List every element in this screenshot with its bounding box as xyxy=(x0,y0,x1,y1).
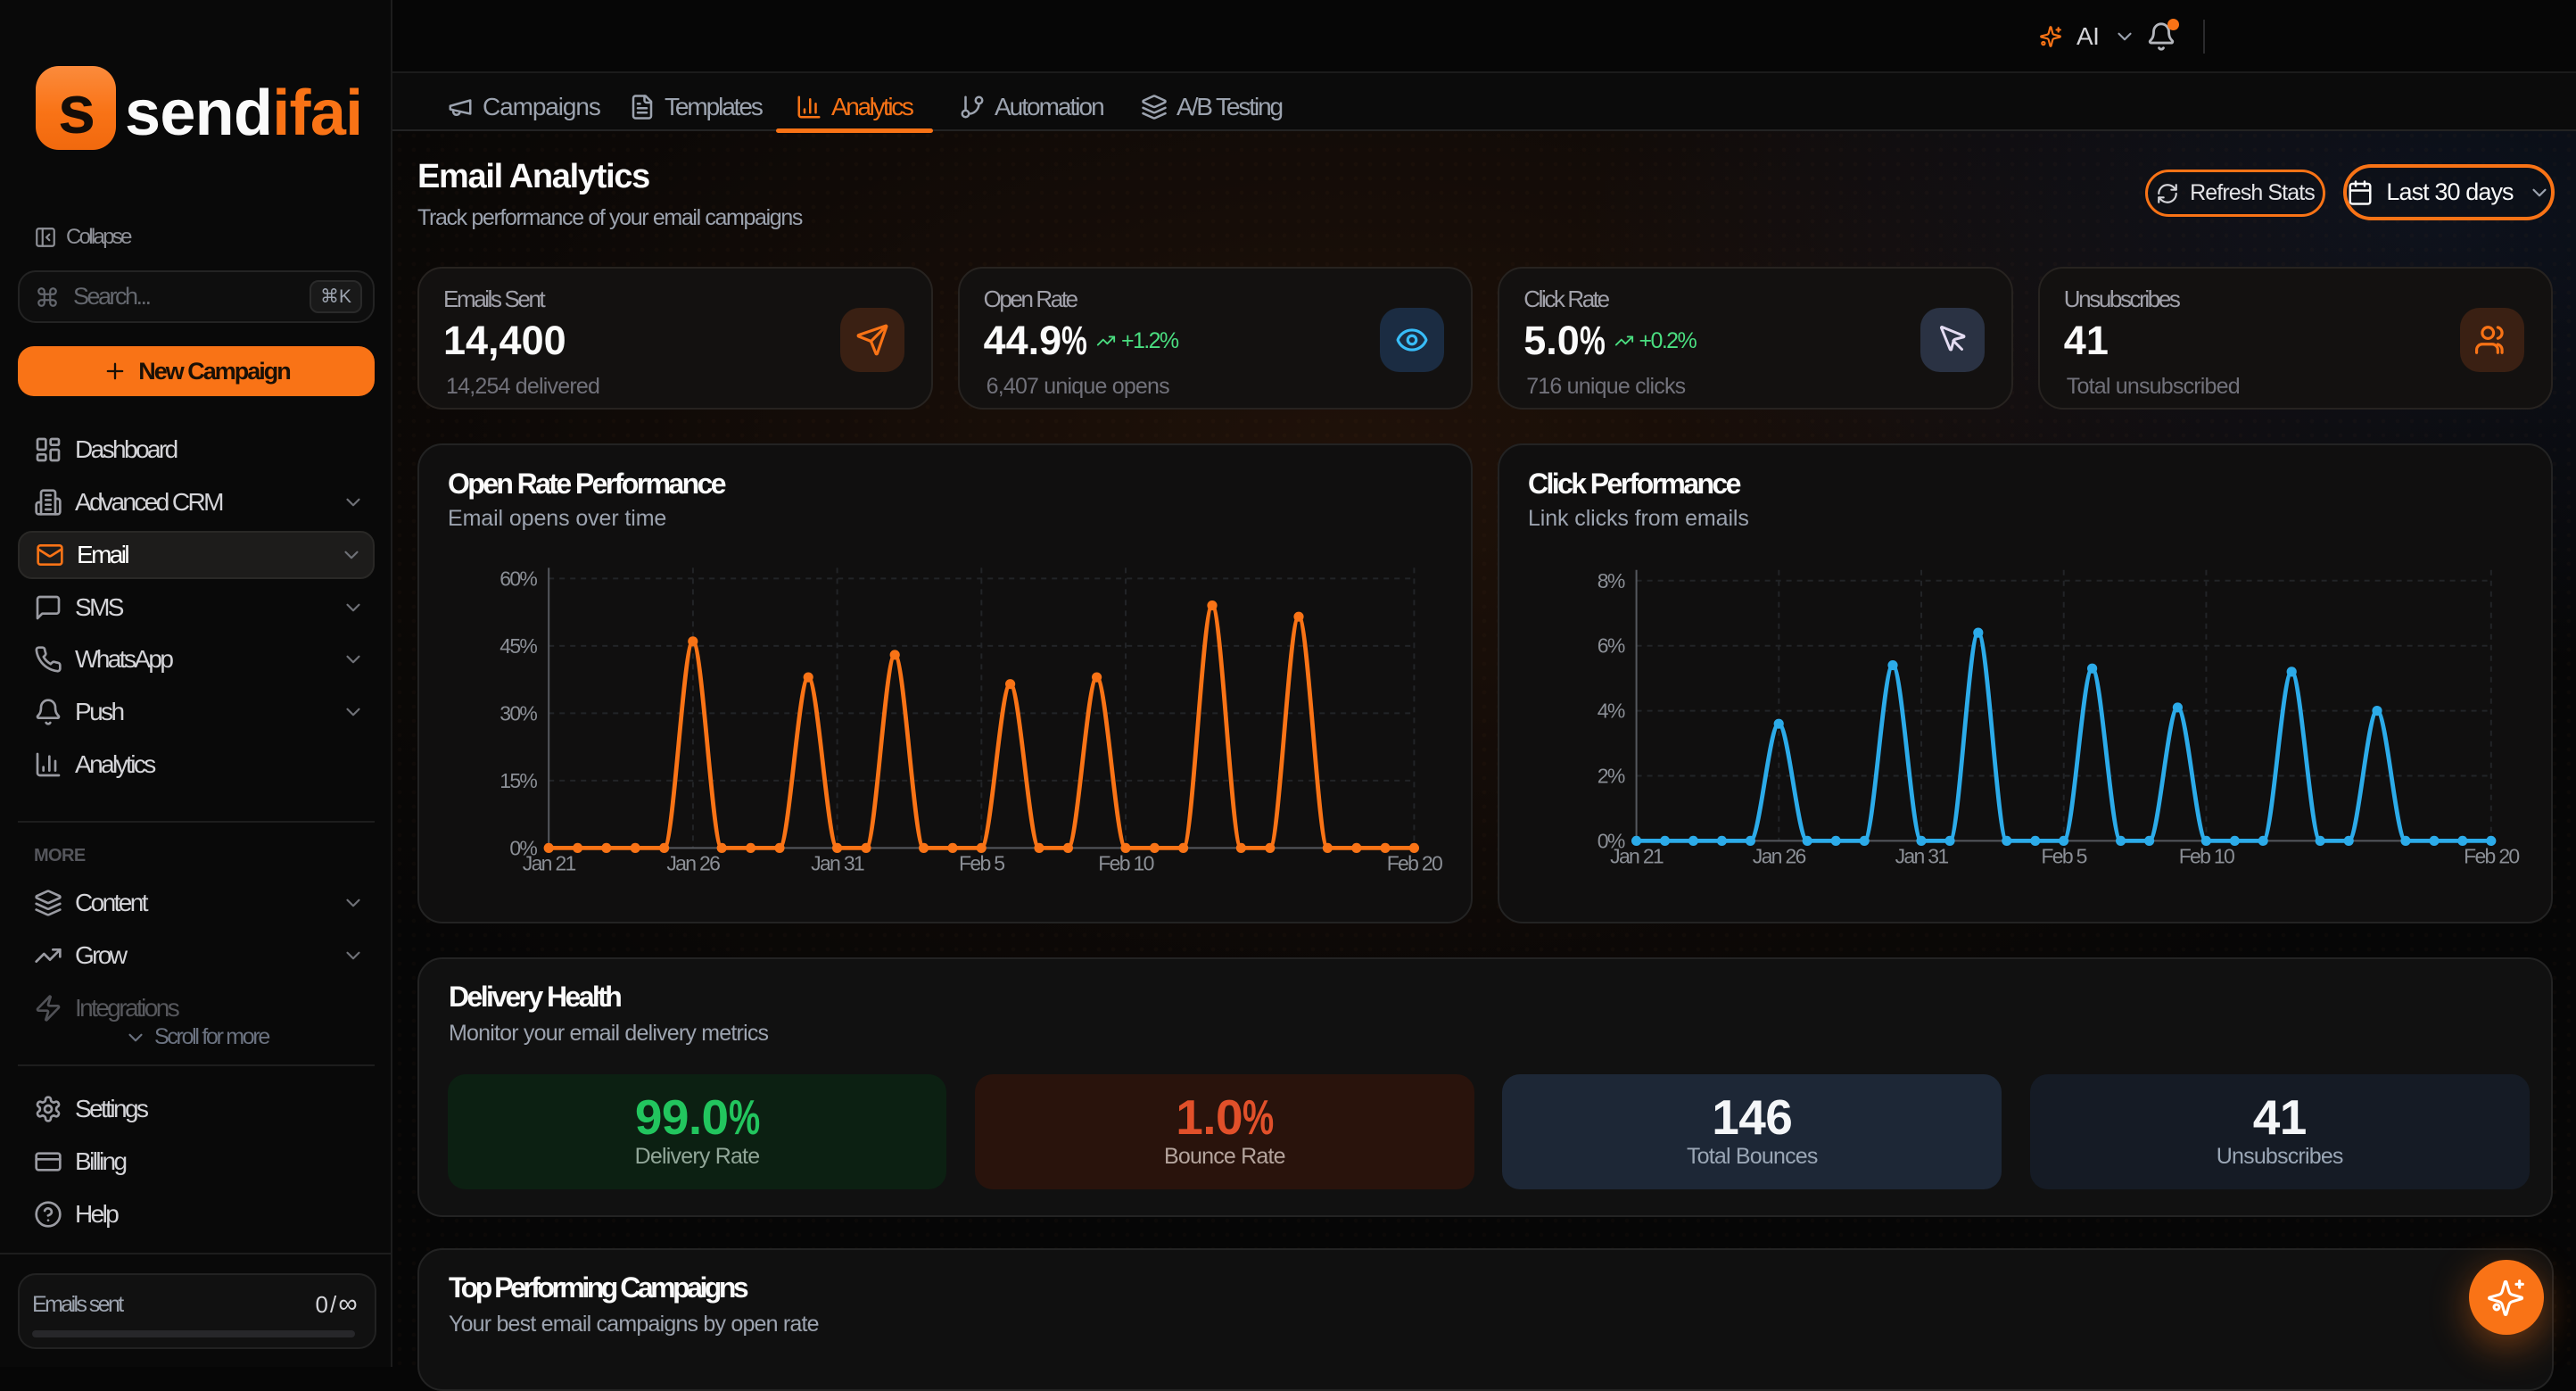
svg-text:Feb 10: Feb 10 xyxy=(1098,851,1153,874)
svg-text:Jan 31: Jan 31 xyxy=(811,851,864,874)
svg-text:45%: 45% xyxy=(500,633,537,657)
svg-text:Feb 5: Feb 5 xyxy=(959,851,1004,874)
svg-text:2%: 2% xyxy=(1598,764,1625,787)
svg-text:Jan 26: Jan 26 xyxy=(666,851,720,874)
svg-text:0%: 0% xyxy=(1598,829,1625,852)
svg-text:Jan 31: Jan 31 xyxy=(1895,844,1949,867)
svg-text:Jan 26: Jan 26 xyxy=(1753,844,1806,867)
svg-text:0%: 0% xyxy=(509,836,537,859)
svg-text:6%: 6% xyxy=(1598,633,1625,657)
svg-text:4%: 4% xyxy=(1598,699,1625,722)
svg-text:Jan 21: Jan 21 xyxy=(523,851,576,874)
svg-text:Feb 20: Feb 20 xyxy=(1387,851,1442,874)
svg-text:30%: 30% xyxy=(500,701,537,724)
svg-text:Feb 20: Feb 20 xyxy=(2464,844,2519,867)
svg-text:60%: 60% xyxy=(500,567,537,590)
svg-text:Feb 10: Feb 10 xyxy=(2179,844,2234,867)
svg-text:15%: 15% xyxy=(500,768,537,791)
svg-text:8%: 8% xyxy=(1598,568,1625,592)
svg-text:Feb 5: Feb 5 xyxy=(2041,844,2086,867)
svg-text:Jan 21: Jan 21 xyxy=(1610,844,1664,867)
